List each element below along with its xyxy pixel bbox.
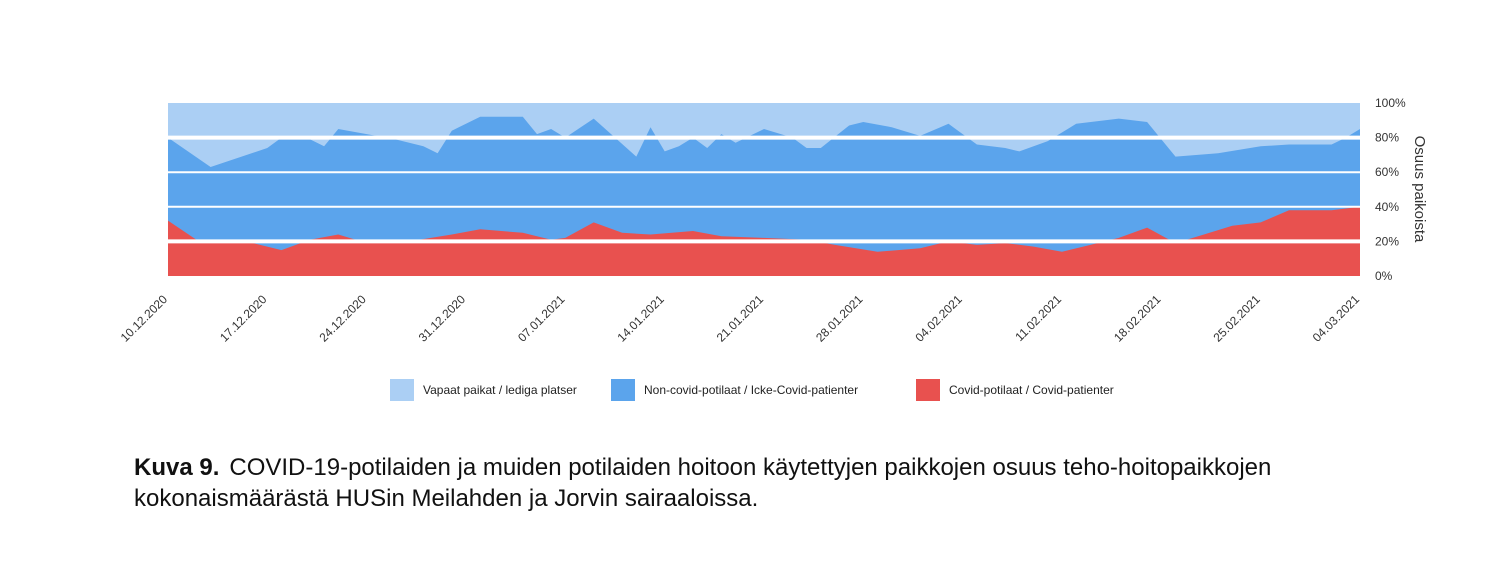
legend: Vapaat paikat / lediga platser Non-covid-… bbox=[390, 379, 1114, 401]
x-tick-label: 31.12.2020 bbox=[416, 292, 469, 345]
x-tick-label: 10.12.2020 bbox=[118, 292, 171, 345]
x-tick-label: 25.02.2021 bbox=[1210, 292, 1263, 345]
y-axis-title: Osuus paikoista bbox=[1411, 136, 1428, 243]
legend-label: Vapaat paikat / lediga platser bbox=[423, 383, 577, 397]
legend-swatch bbox=[916, 379, 940, 401]
x-tick-label: 24.12.2020 bbox=[316, 292, 369, 345]
y-tick-label: 100% bbox=[1375, 96, 1406, 110]
y-tick-label: 0% bbox=[1375, 269, 1393, 283]
x-axis-ticks: 10.12.2020 17.12.2020 24.12.2020 31.12.2020… bbox=[118, 292, 1363, 345]
y-tick-label: 40% bbox=[1375, 200, 1399, 214]
x-tick-label: 04.02.2021 bbox=[912, 292, 965, 345]
x-tick-label: 11.02.2021 bbox=[1012, 292, 1064, 344]
x-tick-label: 18.02.2021 bbox=[1111, 292, 1164, 345]
legend-swatch bbox=[390, 379, 414, 401]
free-beds-area bbox=[168, 103, 1360, 167]
gridlines bbox=[168, 135, 1360, 244]
y-axis-ticks: 0% 20% 40% 60% 80% 100% bbox=[1375, 96, 1406, 283]
free-beds-layer bbox=[168, 103, 1360, 167]
legend-label: Non-covid-potilaat / Icke-Covid-patiente… bbox=[644, 383, 858, 397]
legend-label: Covid-potilaat / Covid-patienter bbox=[949, 383, 1114, 397]
y-tick-label: 60% bbox=[1375, 165, 1399, 179]
legend-swatch bbox=[611, 379, 635, 401]
x-tick-label: 07.01.2021 bbox=[515, 292, 568, 345]
x-tick-label: 28.01.2021 bbox=[813, 292, 866, 345]
caption-text: COVID-19-potilaiden ja muiden potilaiden… bbox=[134, 454, 1272, 512]
x-tick-label: 04.03.2021 bbox=[1310, 292, 1363, 345]
y-tick-label: 20% bbox=[1375, 234, 1399, 248]
x-tick-label: 14.01.2021 bbox=[614, 292, 667, 345]
figure-caption: Kuva 9. COVID-19-potilaiden ja muiden pot… bbox=[134, 452, 1374, 514]
x-tick-label: 21.01.2021 bbox=[714, 292, 767, 345]
x-tick-label: 17.12.2020 bbox=[217, 292, 270, 345]
caption-label: Kuva 9. bbox=[134, 454, 220, 481]
y-tick-label: 80% bbox=[1375, 131, 1399, 145]
